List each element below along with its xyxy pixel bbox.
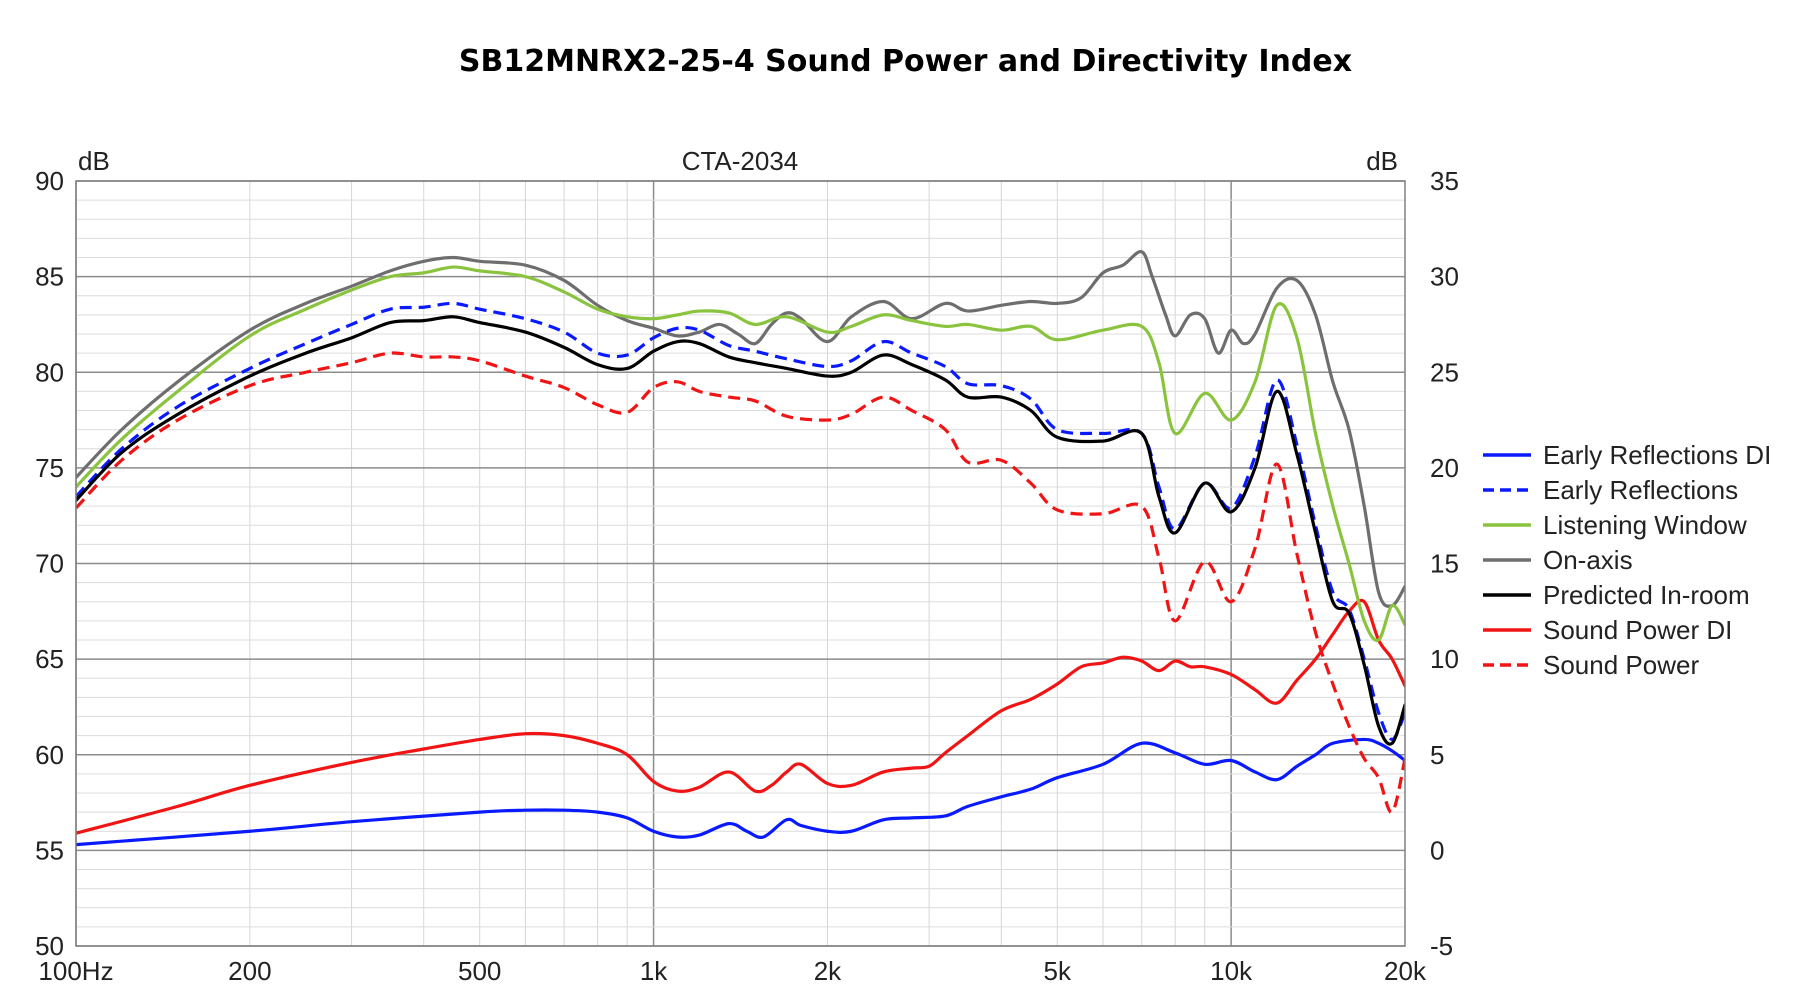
y-left-tick-label: 70 [35,549,64,579]
y-left-tick-label: 85 [35,262,64,292]
x-tick-label: 1k [640,956,668,986]
plot-frame [75,180,1406,947]
legend-entry: Early Reflections DI [1483,440,1771,470]
y-right-tick-label: 35 [1430,166,1459,196]
y-right-tick-label: 15 [1430,549,1459,579]
x-tick-label: 20k [1384,956,1427,986]
legend-entry: Predicted In-room [1483,580,1750,610]
legend-label: Sound Power DI [1543,615,1732,645]
y-left-tick-label: 60 [35,740,64,770]
y-right-tick-label: 30 [1430,262,1459,292]
series-line-on-axis [76,250,1405,608]
y-left-tick-label: 75 [35,453,64,483]
y-left-tick-label: 50 [35,931,64,961]
legend-entry: Early Reflections [1483,475,1738,505]
legend-label: Early Reflections [1543,475,1738,505]
legend-label: Predicted In-room [1543,580,1750,610]
series-line-listening-window [76,265,1405,642]
series-line-sound-power [76,351,1405,814]
y-left-tick-label: 90 [35,166,64,196]
x-tick-label: 200 [228,956,271,986]
legend-label: Early Reflections DI [1543,440,1771,470]
series-line-early-reflections-di [76,737,1405,847]
y-right-tick-label: 20 [1430,453,1459,483]
right-axis-unit: dB [1366,146,1398,176]
x-tick-label: 100Hz [38,956,113,986]
y-right-tick-label: -5 [1430,931,1453,961]
legend-label: On-axis [1543,545,1633,575]
legend-entry: Sound Power DI [1483,615,1732,645]
x-tick-label: 5k [1044,956,1072,986]
legend-entry: Listening Window [1483,510,1747,540]
y-right-tick-label: 5 [1430,740,1444,770]
series-layer [76,250,1405,847]
x-tick-label: 500 [458,956,501,986]
chart-subtitle: CTA-2034 [682,146,799,176]
x-tick-label: 10k [1210,956,1253,986]
tick-labels: 100Hz 200 500 1k 2k 5k 10k 20k90858075706560555… [35,166,1459,986]
legend: Early Reflections DI Early Reflections Lis… [1483,440,1771,680]
legend-label: Sound Power [1543,650,1699,680]
grid [75,180,1406,947]
y-right-tick-label: 10 [1430,644,1459,674]
y-left-tick-label: 65 [35,644,64,674]
y-left-tick-label: 80 [35,357,64,387]
y-right-tick-label: 0 [1430,835,1444,865]
y-left-tick-label: 55 [35,835,64,865]
y-right-tick-label: 25 [1430,357,1459,387]
x-tick-label: 2k [814,956,842,986]
series-line-early-reflections [76,301,1405,742]
series-line-sound-power-di [76,598,1405,835]
chart-title: SB12MNRX2-25-4 Sound Power and Directivi… [458,44,1353,79]
legend-entry: On-axis [1483,545,1633,575]
legend-label: Listening Window [1543,510,1747,540]
series-line-predicted-in-room [76,315,1405,746]
left-axis-unit: dB [78,146,110,176]
legend-entry: Sound Power [1483,650,1699,680]
